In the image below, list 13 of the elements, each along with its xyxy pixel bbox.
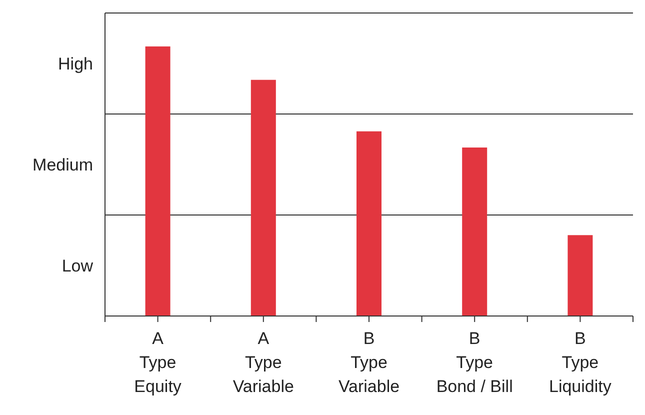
bar [145, 46, 170, 316]
bar [356, 131, 382, 316]
x-tick-label: B Type Liquidity [549, 329, 612, 396]
bar [568, 235, 593, 316]
x-tick-label: A Type Variable [232, 329, 294, 396]
text: High [58, 54, 93, 74]
x-tick-label: B Type Variable [338, 329, 400, 396]
x-tick-label: B Type Bond / Bill [436, 329, 513, 396]
text: Low [62, 256, 94, 276]
bar [462, 148, 488, 316]
text: Medium [32, 155, 93, 174]
bar [250, 80, 276, 316]
x-tick-label: A Type Equity [134, 329, 182, 396]
